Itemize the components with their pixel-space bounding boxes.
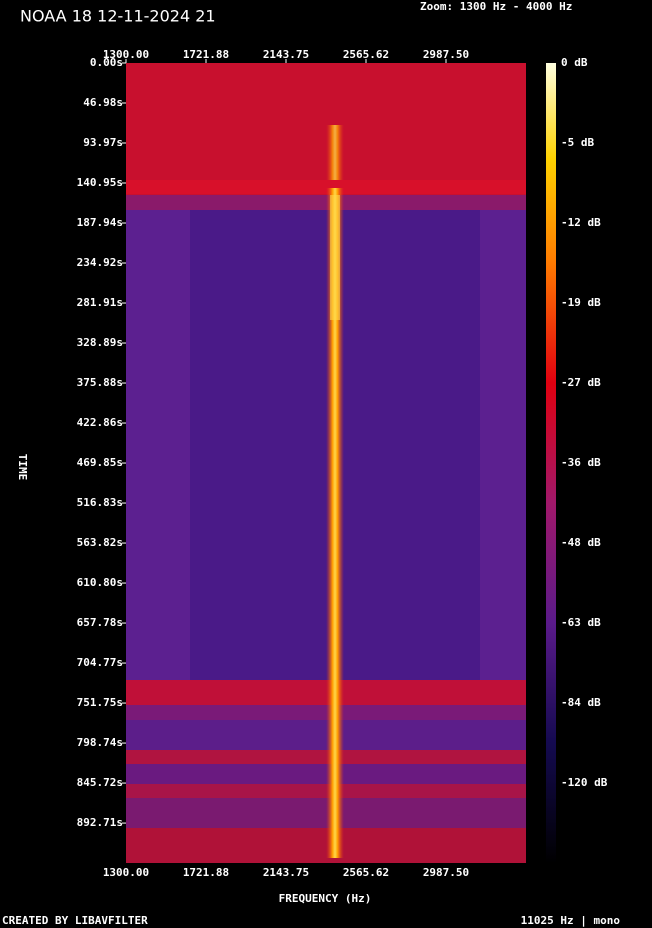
- x-tick-label: 1721.88: [183, 48, 229, 61]
- y-tick-label: 516.83s: [77, 496, 123, 509]
- y-tick-label: 187.94s: [77, 216, 123, 229]
- y-tick-label: 0.00s: [90, 56, 123, 69]
- colorbar: [546, 63, 556, 863]
- y-tick-label: 892.71s: [77, 816, 123, 829]
- y-tick-label: 328.89s: [77, 336, 123, 349]
- x-tick-label: 2565.62: [343, 866, 389, 879]
- x-tick-label: 1721.88: [183, 866, 229, 879]
- y-tick-label: 469.85s: [77, 456, 123, 469]
- x-axis-label: FREQUENCY (Hz): [279, 892, 372, 905]
- colorbar-label: -19 dB: [561, 296, 601, 309]
- y-tick-label: 140.95s: [77, 176, 123, 189]
- x-tick-label: 2143.75: [263, 48, 309, 61]
- y-tick-label: 375.88s: [77, 376, 123, 389]
- y-tick-label: 281.91s: [77, 296, 123, 309]
- y-tick-label: 845.72s: [77, 776, 123, 789]
- chart-title: NOAA 18 12-11-2024 21: [20, 7, 216, 26]
- x-tick-label: 1300.00: [103, 48, 149, 61]
- y-tick-label: 422.86s: [77, 416, 123, 429]
- y-tick-label: 46.98s: [83, 96, 123, 109]
- y-tick-label: 93.97s: [83, 136, 123, 149]
- colorbar-label: -27 dB: [561, 376, 601, 389]
- colorbar-label: -84 dB: [561, 696, 601, 709]
- colorbar-label: -12 dB: [561, 216, 601, 229]
- y-tick-label: 704.77s: [77, 656, 123, 669]
- x-tick-label: 2143.75: [263, 866, 309, 879]
- y-axis-label: TIME: [16, 454, 29, 481]
- colorbar-label: -36 dB: [561, 456, 601, 469]
- x-tick-label: 1300.00: [103, 866, 149, 879]
- colorbar-label: -63 dB: [561, 616, 601, 629]
- y-tick-label: 798.74s: [77, 736, 123, 749]
- x-tick-label: 2987.50: [423, 866, 469, 879]
- x-tick-label: 2565.62: [343, 48, 389, 61]
- colorbar-label: -48 dB: [561, 536, 601, 549]
- spectrogram: [126, 63, 526, 863]
- subtitle: Zoom: 1300 Hz - 4000 Hz: [420, 0, 572, 13]
- colorbar-label: 0 dB: [561, 56, 588, 69]
- footer-left: CREATED BY LIBAVFILTER: [2, 914, 148, 927]
- y-tick-label: 234.92s: [77, 256, 123, 269]
- y-tick-label: 751.75s: [77, 696, 123, 709]
- y-tick-label: 563.82s: [77, 536, 123, 549]
- y-tick-label: 610.80s: [77, 576, 123, 589]
- footer-right: 11025 Hz | mono: [521, 914, 621, 927]
- colorbar-label: -120 dB: [561, 776, 608, 789]
- x-tick-label: 2987.50: [423, 48, 469, 61]
- y-tick-label: 657.78s: [77, 616, 123, 629]
- colorbar-label: -5 dB: [561, 136, 594, 149]
